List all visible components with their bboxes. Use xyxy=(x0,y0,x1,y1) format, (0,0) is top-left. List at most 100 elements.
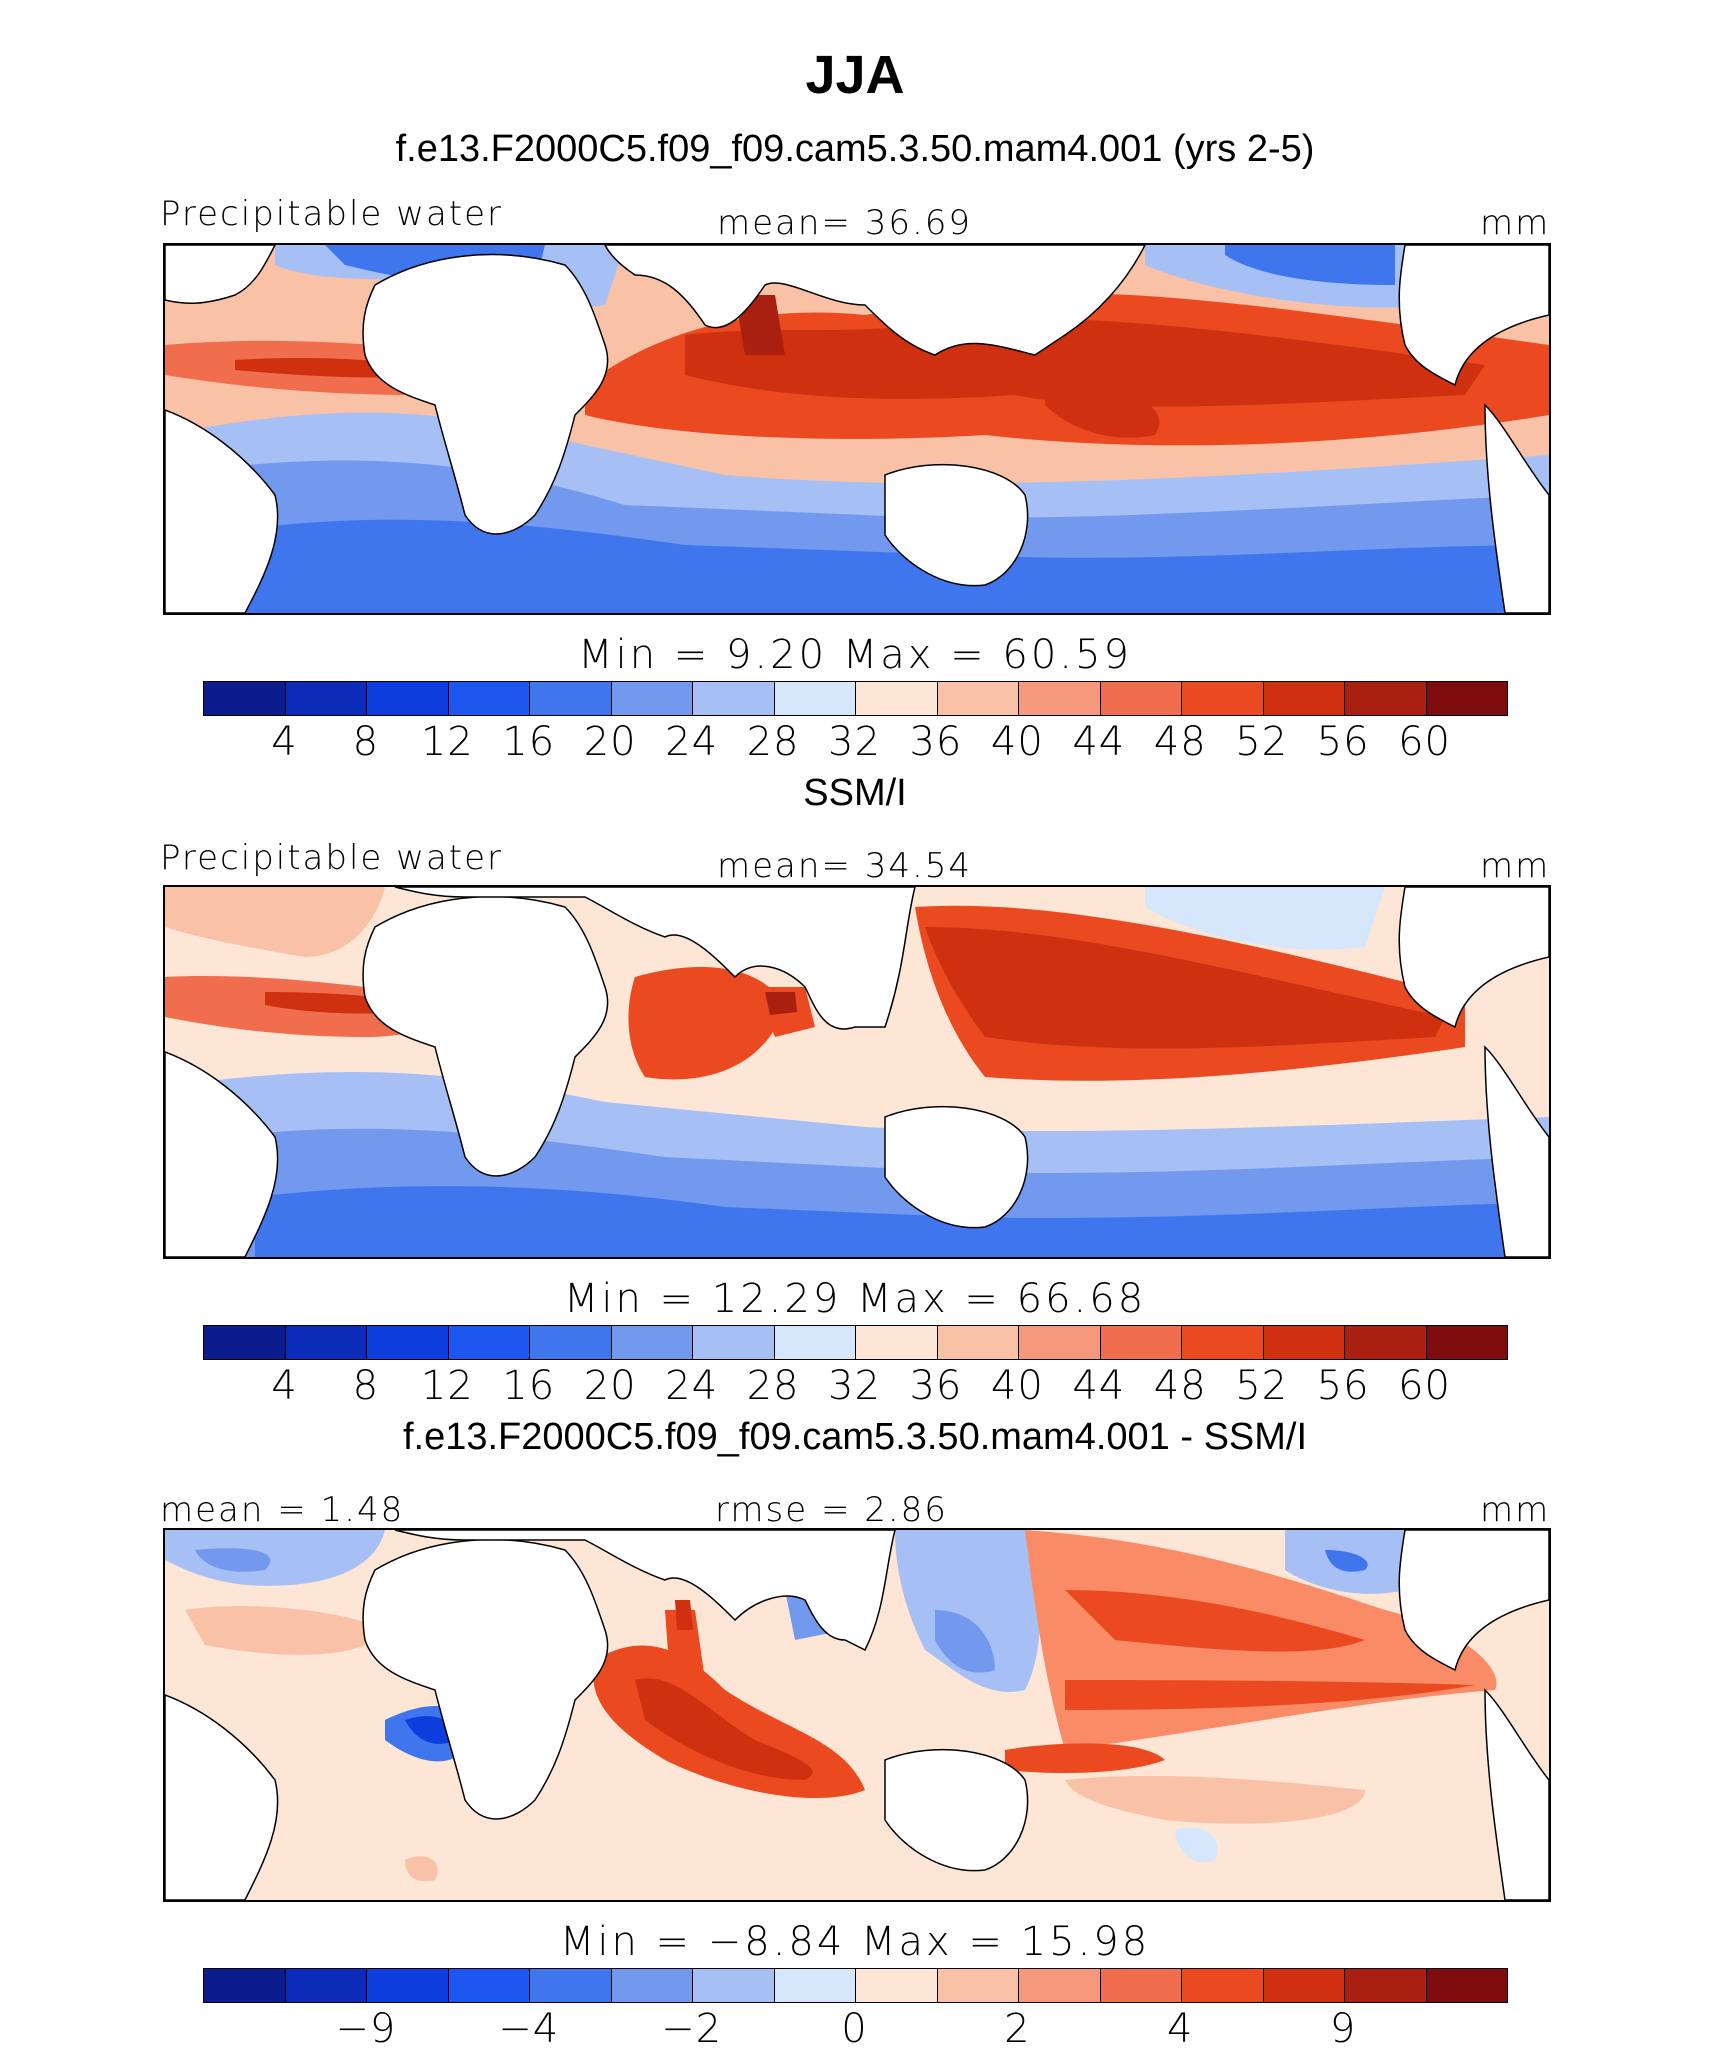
colorbar-swatch xyxy=(1345,1969,1427,2002)
panel2-units-label: mm xyxy=(1480,846,1551,886)
colorbar-tick-label: 12 xyxy=(420,1363,474,1409)
panel1-units-label: mm xyxy=(1480,203,1551,243)
panel3-units-label: mm xyxy=(1480,1490,1551,1530)
colorbar-swatch xyxy=(611,682,693,715)
colorbar-tick-label: 8 xyxy=(352,719,380,765)
colorbar-swatch xyxy=(448,1326,530,1359)
colorbar-swatch xyxy=(1100,1326,1182,1359)
colorbar-tick-label: 24 xyxy=(665,1363,719,1409)
colorbar-tick-label: 2 xyxy=(1004,2006,1031,2052)
colorbar-swatch xyxy=(367,1326,449,1359)
colorbar-tick-label: 48 xyxy=(1153,719,1207,765)
colorbar-tick-label: 48 xyxy=(1153,1363,1207,1409)
panel3-subtitle: f.e13.F2000C5.f09_f09.cam5.3.50.mam4.001… xyxy=(402,1416,1308,1458)
colorbar-swatch xyxy=(1182,682,1264,715)
colorbar-tick-label: 36 xyxy=(909,719,963,765)
colorbar-swatch xyxy=(1263,1969,1345,2002)
panel1-subtitle: f.e13.F2000C5.f09_f09.cam5.3.50.mam4.001… xyxy=(395,128,1315,170)
colorbar-swatch xyxy=(611,1969,693,2002)
panel3-map xyxy=(163,1528,1551,1902)
colorbar-swatch xyxy=(693,682,775,715)
colorbar-swatch xyxy=(937,1326,1019,1359)
panel2-minmax: Min = 12.29 Max = 66.68 xyxy=(563,1276,1147,1322)
panel2-colorbar xyxy=(203,1325,1508,1360)
colorbar-tick-label: −9 xyxy=(335,2006,397,2052)
colorbar-swatch xyxy=(937,682,1019,715)
colorbar-tick-label: 16 xyxy=(502,719,556,765)
colorbar-tick-label: 56 xyxy=(1316,719,1370,765)
panel2-mean-label: mean= 34.54 xyxy=(717,846,973,886)
panel2-variable-label: Precipitable water xyxy=(160,838,504,878)
colorbar-swatch xyxy=(1426,682,1507,715)
colorbar-swatch xyxy=(367,1969,449,2002)
colorbar-swatch xyxy=(937,1969,1019,2002)
colorbar-tick-label: 56 xyxy=(1316,1363,1370,1409)
colorbar-swatch xyxy=(774,1969,856,2002)
colorbar-swatch xyxy=(1345,1326,1427,1359)
panel2-subtitle: SSM/I xyxy=(803,772,907,814)
colorbar-tick-label: −4 xyxy=(498,2006,560,2052)
colorbar-swatch xyxy=(1019,1969,1101,2002)
colorbar-swatch xyxy=(856,682,938,715)
colorbar-swatch xyxy=(693,1326,775,1359)
colorbar-tick-label: 8 xyxy=(352,1363,380,1409)
figure-title: JJA xyxy=(805,45,905,105)
colorbar-tick-label: 28 xyxy=(746,719,800,765)
colorbar-swatch xyxy=(530,682,612,715)
colorbar-swatch xyxy=(693,1969,775,2002)
colorbar-tick-label: 40 xyxy=(990,1363,1044,1409)
colorbar-swatch xyxy=(1263,1326,1345,1359)
colorbar-swatch xyxy=(1182,1326,1264,1359)
colorbar-swatch xyxy=(285,682,367,715)
colorbar-swatch xyxy=(204,1969,286,2002)
colorbar-tick-label: 44 xyxy=(1072,719,1126,765)
colorbar-swatch xyxy=(774,1326,856,1359)
colorbar-tick-label: 20 xyxy=(583,719,637,765)
colorbar-tick-label: 20 xyxy=(583,1363,637,1409)
colorbar-tick-label: 60 xyxy=(1398,1363,1452,1409)
colorbar-tick-label: 40 xyxy=(990,719,1044,765)
colorbar-tick-label: 52 xyxy=(1235,1363,1289,1409)
colorbar-tick-label: 4 xyxy=(271,1363,298,1409)
colorbar-swatch xyxy=(1100,682,1182,715)
colorbar-tick-label: 24 xyxy=(665,719,719,765)
colorbar-tick-label: 4 xyxy=(1167,2006,1194,2052)
panel1-colorbar xyxy=(203,681,1508,716)
panel1-minmax: Min = 9.20 Max = 60.59 xyxy=(578,632,1132,678)
colorbar-swatch xyxy=(530,1969,612,2002)
colorbar-swatch xyxy=(285,1326,367,1359)
colorbar-tick-label: 12 xyxy=(420,719,474,765)
panel2-map xyxy=(163,885,1551,1259)
colorbar-swatch xyxy=(204,1326,286,1359)
panel3-mean-label: mean = 1.48 xyxy=(160,1490,405,1530)
colorbar-tick-label: 32 xyxy=(828,719,881,765)
colorbar-swatch xyxy=(774,682,856,715)
colorbar-tick-label: 52 xyxy=(1235,719,1289,765)
colorbar-swatch xyxy=(856,1326,938,1359)
colorbar-tick-label: 16 xyxy=(502,1363,556,1409)
colorbar-swatch xyxy=(285,1969,367,2002)
colorbar-swatch xyxy=(448,682,530,715)
colorbar-swatch xyxy=(448,1969,530,2002)
colorbar-tick-label: 44 xyxy=(1072,1363,1126,1409)
colorbar-swatch xyxy=(1263,682,1345,715)
colorbar-swatch xyxy=(1426,1326,1507,1359)
colorbar-tick-label: −2 xyxy=(661,2006,723,2052)
colorbar-tick-label: 36 xyxy=(909,1363,963,1409)
colorbar-swatch xyxy=(611,1326,693,1359)
panel1-mean-label: mean= 36.69 xyxy=(717,203,973,243)
colorbar-swatch xyxy=(856,1969,938,2002)
colorbar-swatch xyxy=(530,1326,612,1359)
colorbar-swatch xyxy=(367,682,449,715)
colorbar-swatch xyxy=(1019,682,1101,715)
panel1-map xyxy=(163,243,1551,615)
colorbar-tick-label: 60 xyxy=(1398,719,1452,765)
colorbar-tick-label: 9 xyxy=(1329,2006,1357,2052)
colorbar-tick-label: 4 xyxy=(271,719,298,765)
colorbar-swatch xyxy=(1426,1969,1507,2002)
colorbar-tick-label: 28 xyxy=(746,1363,800,1409)
colorbar-swatch xyxy=(1019,1326,1101,1359)
colorbar-tick-label: 0 xyxy=(841,2006,868,2052)
colorbar-swatch xyxy=(1345,682,1427,715)
colorbar-swatch xyxy=(1182,1969,1264,2002)
